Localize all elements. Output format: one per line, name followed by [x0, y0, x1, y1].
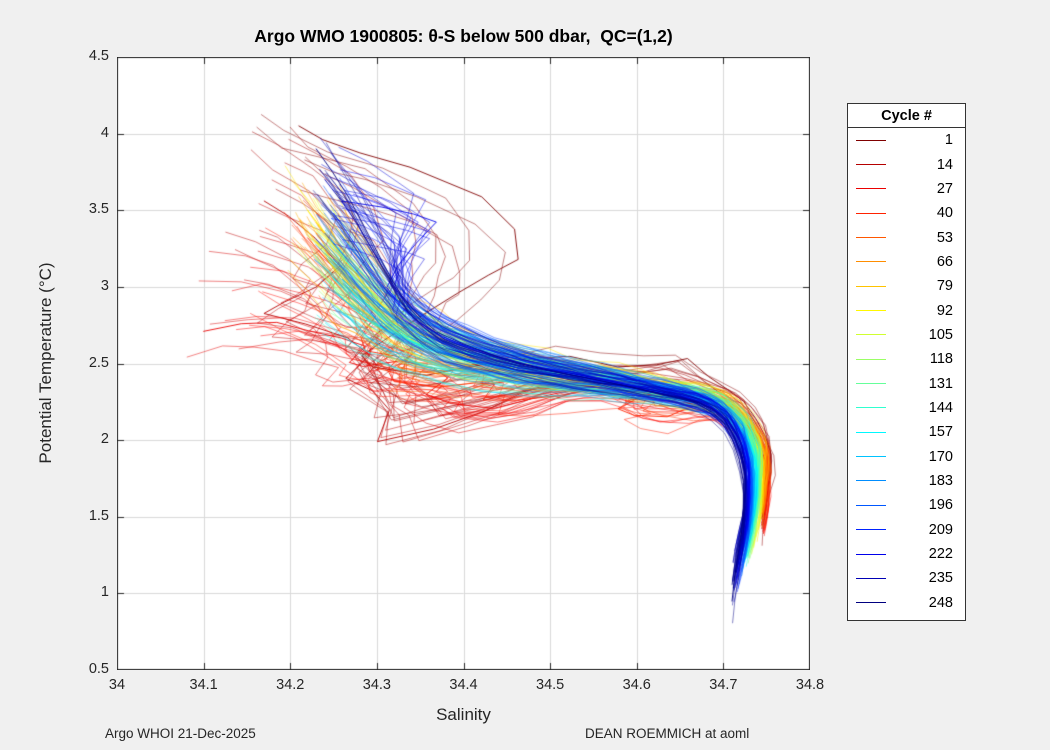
legend-cycle-label: 105	[928, 326, 953, 343]
legend-row: 183	[848, 469, 965, 493]
legend-row: 196	[848, 493, 965, 517]
legend-row: 144	[848, 396, 965, 420]
legend-line-sample	[856, 431, 886, 433]
legend-line-sample	[856, 407, 886, 409]
legend-line-sample	[856, 164, 886, 166]
legend-cycle-label: 118	[929, 351, 953, 368]
legend-line-sample	[856, 553, 886, 555]
legend-line-sample	[856, 310, 886, 312]
x-axis-label: Salinity	[436, 705, 491, 724]
legend-line-sample	[856, 577, 886, 579]
x-tick-label: 34	[108, 677, 126, 693]
legend-line-sample	[856, 334, 886, 336]
legend-title: Cycle #	[848, 104, 965, 128]
y-tick-label: 1.5	[88, 507, 109, 524]
legend-cycle-label: 209	[928, 521, 953, 538]
legend-row: 131	[848, 371, 965, 395]
legend-line-sample	[856, 504, 886, 506]
legend-row: 105	[848, 323, 965, 347]
y-tick-label: 2.5	[88, 354, 109, 371]
legend-row: 248	[848, 591, 965, 615]
legend-cycle-label: 92	[936, 302, 953, 319]
y-tick-label: 4.5	[88, 48, 109, 64]
legend-line-sample	[856, 212, 886, 214]
legend-cycle-label: 66	[936, 253, 953, 270]
legend-cycle-label: 131	[928, 375, 953, 392]
legend-cycle-label: 27	[936, 180, 953, 197]
legend-row: 157	[848, 420, 965, 444]
legend-line-sample	[856, 261, 886, 263]
legend-row: 209	[848, 518, 965, 542]
legend-cycle-label: 248	[928, 594, 953, 611]
legend-rows: 1 14 27 40 53 66 79 92 105 118 131 144 157 170 183 196 2…	[848, 128, 965, 615]
legend-line-sample	[856, 139, 886, 141]
footer-attribution-left: Argo WHOI 21-Dec-2025	[105, 726, 256, 741]
legend-cycle-label: 53	[936, 229, 953, 246]
footer-attribution-right: DEAN ROEMMICH at aoml	[585, 726, 750, 741]
legend-line-sample	[856, 529, 886, 531]
legend-cycle-label: 157	[928, 424, 953, 441]
legend-line-sample	[856, 480, 886, 482]
legend-cycle-label: 79	[936, 278, 953, 295]
x-tick-label: 34.8	[795, 677, 825, 693]
legend-row: 27	[848, 177, 965, 201]
chart-title: Argo WMO 1900805: θ-S below 500 dbar, QC…	[254, 26, 673, 46]
legend: Cycle # 1 14 27 40 53 66 79 92 105 118 131 144 157 17…	[847, 103, 966, 621]
legend-row: 14	[848, 152, 965, 176]
x-tick-label: 34.5	[536, 677, 565, 693]
legend-cycle-label: 196	[928, 497, 953, 514]
legend-line-sample	[856, 602, 886, 604]
legend-row: 53	[848, 225, 965, 249]
legend-cycle-label: 14	[936, 156, 953, 173]
legend-row: 235	[848, 566, 965, 590]
x-tick-label: 34.2	[276, 677, 305, 693]
legend-cycle-label: 1	[944, 132, 953, 149]
legend-row: 170	[848, 444, 965, 468]
x-tick-label: 34.1	[189, 677, 218, 693]
legend-line-sample	[856, 237, 886, 239]
legend-cycle-label: 40	[936, 205, 953, 222]
legend-row: 92	[848, 298, 965, 322]
legend-line-sample	[856, 456, 886, 458]
legend-line-sample	[856, 383, 886, 385]
y-tick-label: 3.5	[88, 201, 109, 218]
y-tick-label: 0.5	[88, 661, 109, 677]
legend-row: 1	[848, 128, 965, 152]
y-tick-label: 4	[100, 124, 109, 141]
y-tick-label: 2	[100, 431, 109, 448]
plot-area	[117, 57, 810, 670]
legend-cycle-label: 170	[928, 448, 953, 465]
legend-row: 40	[848, 201, 965, 225]
x-tick-label: 34.6	[622, 677, 651, 693]
legend-cycle-label: 183	[928, 472, 953, 489]
legend-cycle-label: 144	[928, 399, 953, 416]
legend-row: 66	[848, 250, 965, 274]
y-tick-label: 1	[100, 584, 109, 601]
x-tick-label: 34.4	[449, 677, 478, 693]
x-tick-label: 34.7	[709, 677, 738, 693]
y-tick-label: 3	[100, 277, 109, 294]
legend-line-sample	[856, 285, 886, 287]
x-tick-label: 34.3	[362, 677, 391, 693]
legend-row: 118	[848, 347, 965, 371]
legend-line-sample	[856, 188, 886, 190]
legend-line-sample	[856, 358, 886, 360]
legend-cycle-label: 235	[928, 570, 953, 587]
legend-row: 79	[848, 274, 965, 298]
legend-cycle-label: 222	[928, 546, 953, 563]
legend-row: 222	[848, 542, 965, 566]
